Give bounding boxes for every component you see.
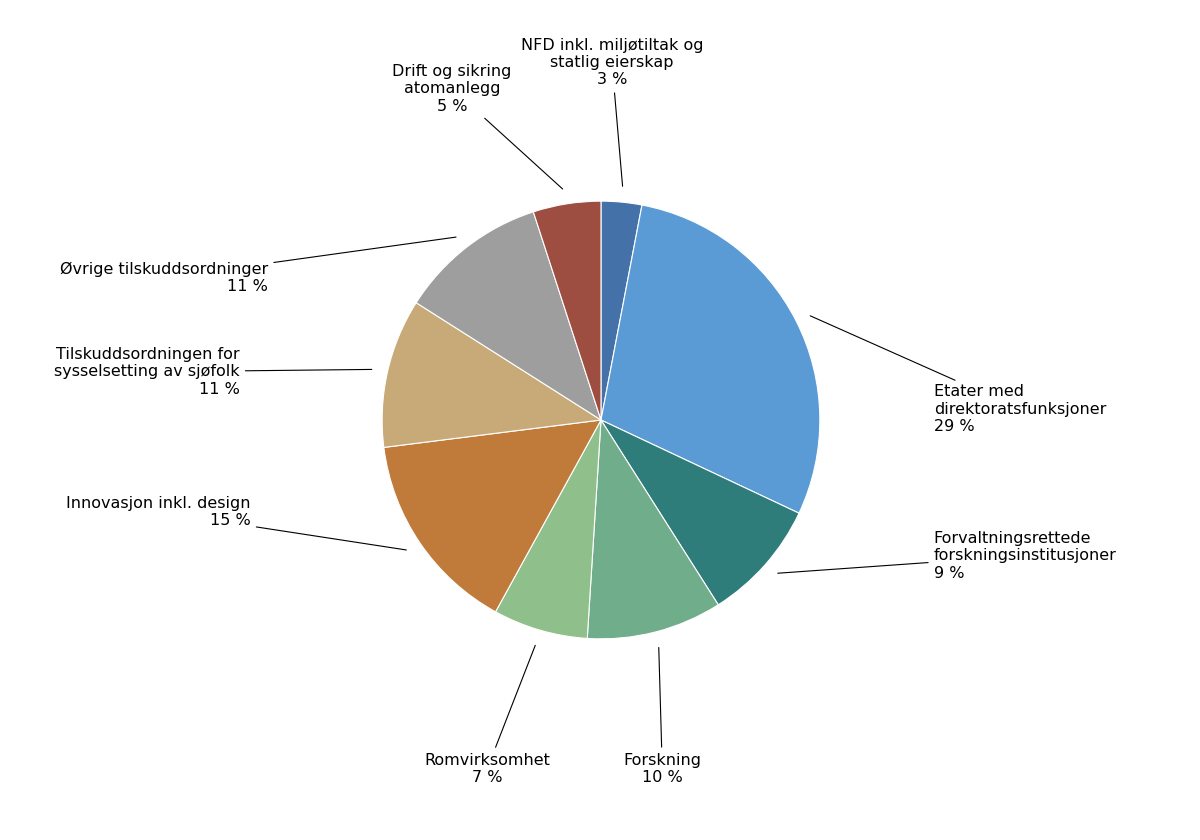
Text: NFD inkl. miljøtiltak og
statlig eierskap
3 %: NFD inkl. miljøtiltak og statlig eierska… [521, 38, 703, 186]
Wedge shape [384, 420, 601, 612]
Text: Innovasjon inkl. design
15 %: Innovasjon inkl. design 15 % [66, 496, 407, 550]
Text: Tilskuddsordningen for
sysselsetting av sjøfolk
11 %: Tilskuddsordningen for sysselsetting av … [54, 347, 372, 396]
Text: Drift og sikring
atomanlegg
5 %: Drift og sikring atomanlegg 5 % [392, 64, 563, 189]
Text: Forvaltningsrettede
forskningsinstitusjoner
9 %: Forvaltningsrettede forskningsinstitusjo… [778, 531, 1116, 580]
Wedge shape [496, 420, 601, 638]
Wedge shape [587, 420, 719, 639]
Wedge shape [601, 201, 642, 420]
Text: Etater med
direktoratsfunksjoner
29 %: Etater med direktoratsfunksjoner 29 % [810, 316, 1106, 434]
Wedge shape [416, 212, 601, 420]
Wedge shape [382, 302, 601, 448]
Wedge shape [601, 420, 799, 605]
Text: Øvrige tilskuddsordninger
11 %: Øvrige tilskuddsordninger 11 % [60, 237, 456, 294]
Text: Romvirksomhet
7 %: Romvirksomhet 7 % [425, 645, 550, 785]
Text: Forskning
10 %: Forskning 10 % [623, 648, 701, 785]
Wedge shape [533, 201, 601, 420]
Wedge shape [601, 205, 820, 513]
